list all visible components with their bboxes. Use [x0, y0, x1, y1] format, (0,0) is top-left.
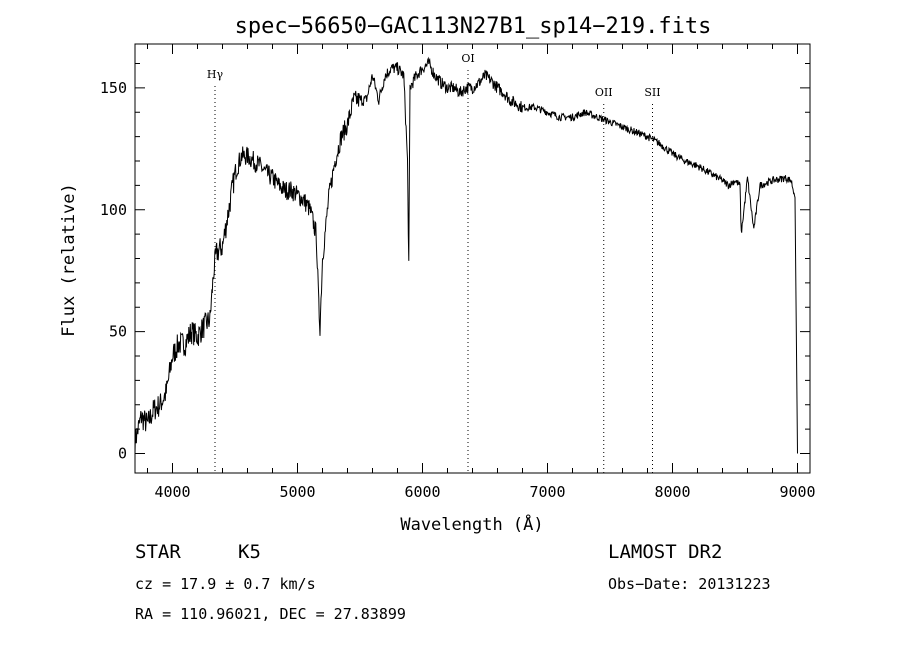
annotation-label: OI [461, 52, 474, 65]
y-axis-ticks: 0 50 100 150 [100, 63, 810, 463]
survey-name: LAMOST DR2 [608, 541, 723, 563]
annotation-lines [214, 70, 653, 473]
redshift-value: cz = 17.9 ± 0.7 km/s [135, 575, 316, 593]
y-tick-label: 0 [118, 445, 127, 463]
observation-date: Obs−Date: 20131223 [608, 575, 771, 593]
object-subclass: K5 [238, 541, 261, 563]
coordinates: RA = 110.96021, DEC = 27.83899 [135, 605, 406, 623]
y-tick-label: 50 [109, 323, 127, 341]
spectrum-line [134, 56, 798, 454]
x-tick-label: 4000 [154, 483, 190, 501]
object-class: STAR [135, 541, 181, 563]
y-axis-label: Flux (relative) [59, 183, 79, 337]
annotation-label: Hγ [207, 68, 224, 81]
x-tick-label: 7000 [529, 483, 565, 501]
annotation-label: SII [644, 86, 660, 99]
x-axis-label: Wavelength (Å) [400, 513, 543, 535]
x-axis-ticks: 4000 5000 6000 7000 8000 9000 [147, 44, 816, 501]
chart-title: spec−56650−GAC113N27B1_sp14−219.fits [235, 14, 712, 39]
x-tick-label: 6000 [404, 483, 440, 501]
x-tick-label: 8000 [654, 483, 690, 501]
x-tick-label: 9000 [779, 483, 815, 501]
y-tick-label: 150 [100, 79, 127, 97]
plot-frame [134, 43, 811, 474]
annotation-label: OII [595, 86, 613, 99]
x-tick-label: 5000 [279, 483, 315, 501]
annotation-labels: Hγ OI OII SII [207, 52, 661, 99]
y-tick-label: 100 [100, 201, 127, 219]
